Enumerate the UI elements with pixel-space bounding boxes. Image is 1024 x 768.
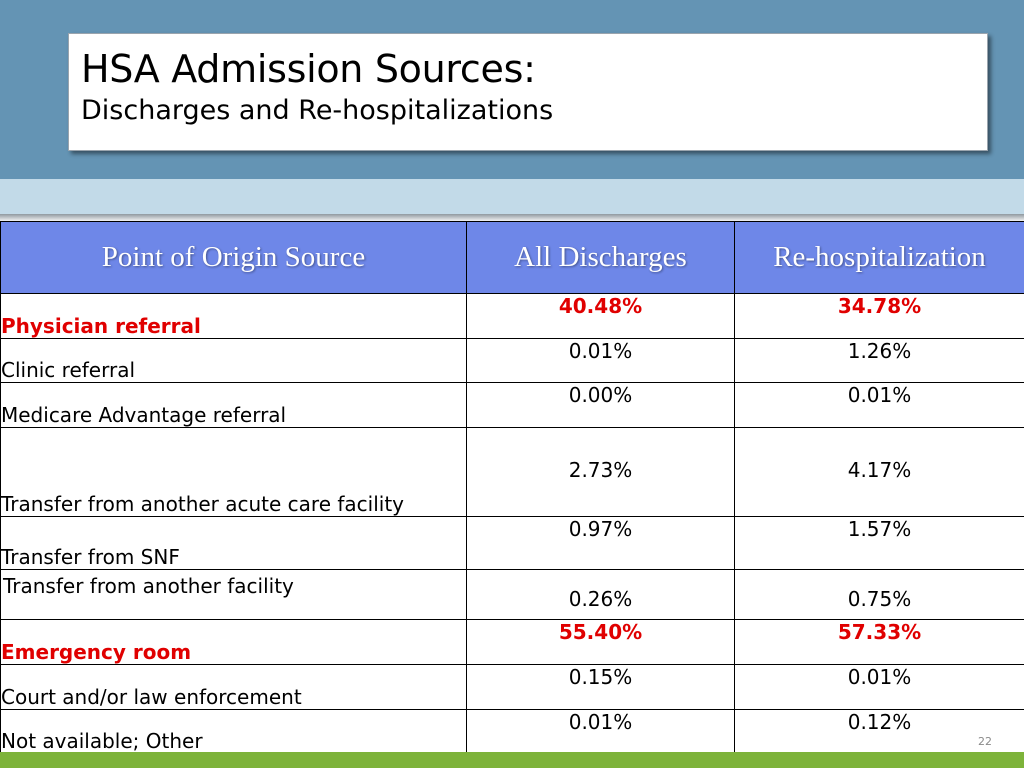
accent-band [0,179,1024,216]
origin-source-cell: Clinic referral [0,338,467,383]
header-rehospitalization: Re-hospitalization [734,221,1024,294]
table-row: Transfer from another facility 0.26% 0.7… [0,569,1024,620]
page-number: 22 [978,735,992,748]
all-discharges-cell: 0.15% [466,664,735,710]
rehospitalization-cell: 0.01% [734,664,1024,710]
header-all-discharges: All Discharges [466,221,735,294]
all-discharges-cell: 0.00% [466,382,735,428]
table-header-row: Point of Origin Source All Discharges Re… [0,221,1024,294]
origin-source-cell: Transfer from another facility [0,569,467,620]
rehospitalization-cell: 4.17% [734,427,1024,517]
origin-source-cell: Court and/or law enforcement [0,664,467,710]
admission-sources-table: Point of Origin Source All Discharges Re… [0,221,1024,754]
rehospitalization-cell: 0.12% [734,709,1024,754]
all-discharges-cell: 0.01% [466,338,735,383]
table-top-shadow [0,214,1024,222]
title-box: HSA Admission Sources: Discharges and Re… [68,33,988,151]
header-point-of-origin: Point of Origin Source [0,221,467,294]
origin-source-cell: Physician referral [0,293,467,339]
table-row: Transfer from another acute care facilit… [0,427,1024,517]
origin-source-cell: Emergency room [0,619,467,665]
slide-subtitle: Discharges and Re-hospitalizations [81,95,554,126]
all-discharges-cell: 0.26% [466,569,735,620]
table-row: Emergency room 55.40% 57.33% [0,619,1024,665]
rehospitalization-cell: 0.75% [734,569,1024,620]
all-discharges-cell: 0.97% [466,516,735,570]
origin-source-cell: Transfer from SNF [0,516,467,570]
rehospitalization-cell: 0.01% [734,382,1024,428]
origin-source-cell: Transfer from another acute care facilit… [0,427,467,517]
table-row: Physician referral 40.48% 34.78% [0,293,1024,339]
origin-source-cell: Not available; Other [0,709,467,754]
bottom-accent-bar [0,752,1024,768]
slide-title: HSA Admission Sources: [81,47,536,91]
table-row: Medicare Advantage referral 0.00% 0.01% [0,382,1024,428]
table-row: Transfer from SNF 0.97% 1.57% [0,516,1024,570]
origin-source-cell: Medicare Advantage referral [0,382,467,428]
all-discharges-cell: 55.40% [466,619,735,665]
table-row: Court and/or law enforcement 0.15% 0.01% [0,664,1024,710]
rehospitalization-cell: 34.78% [734,293,1024,339]
rehospitalization-cell: 57.33% [734,619,1024,665]
all-discharges-cell: 40.48% [466,293,735,339]
all-discharges-cell: 2.73% [466,427,735,517]
all-discharges-cell: 0.01% [466,709,735,754]
table-row: Not available; Other 0.01% 0.12% [0,709,1024,754]
rehospitalization-cell: 1.26% [734,338,1024,383]
rehospitalization-cell: 1.57% [734,516,1024,570]
table-row: Clinic referral 0.01% 1.26% [0,338,1024,383]
